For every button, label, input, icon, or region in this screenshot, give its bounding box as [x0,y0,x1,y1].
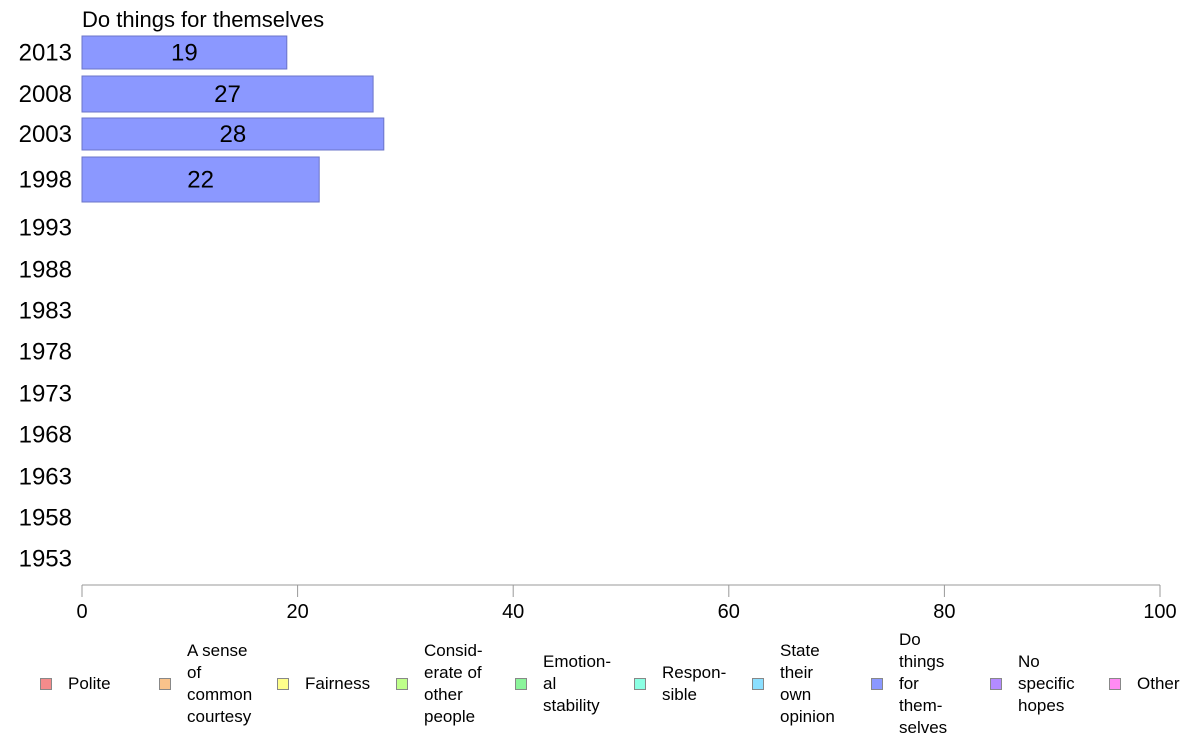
year-label: 1998 [19,167,72,194]
bar-value-label: 27 [214,81,241,108]
legend-swatch [396,678,408,690]
legend-label: No specific hopes [1018,652,1075,715]
x-tick-label: 40 [502,601,524,623]
legend-item: Respon- sible [634,632,726,736]
legend-label: State their own opinion [780,641,835,726]
x-tick-label: 100 [1143,601,1176,623]
bar-value-label: 22 [187,167,214,194]
year-label: 1963 [19,464,72,491]
legend-item: Emotion- al stability [515,632,611,736]
legend-item: Other [1109,632,1180,736]
legend-swatch [515,678,527,690]
legend-label: Emotion- al stability [543,652,612,715]
legend-label: Consid- erate of other people [424,641,483,726]
year-label: 1988 [19,257,72,284]
legend-item: State their own opinion [752,632,835,736]
year-label: 1958 [19,505,72,532]
year-label: 1953 [19,546,72,573]
legend-swatch [752,678,764,690]
legend-item: Do things for them- selves [871,630,948,737]
year-label: 1968 [19,422,72,449]
legend-swatch [871,678,883,690]
year-label: 2013 [19,40,72,67]
x-tick-label: 80 [933,601,955,623]
year-label: 1978 [19,339,72,366]
year-label: 2003 [19,121,72,148]
legend-label: Other [1137,674,1180,693]
chart-title: Do things for themselves [82,7,324,32]
x-tick-label: 20 [286,601,308,623]
legend-label: Do things for them- selves [899,630,948,737]
x-tick-label: 0 [76,601,87,623]
year-label: 1983 [19,298,72,325]
legend-swatch [1109,678,1121,690]
legend-swatch [277,678,289,690]
bar [81,156,320,203]
x-axis: 0 20 40 60 80 100 [76,584,1177,623]
year-label: 1973 [19,381,72,408]
year-axis: 2013 2008 2003 1998 1993 1988 1983 1978 1973 1968… [19,40,72,573]
bar [81,75,374,113]
legend-item: Fairness [277,632,370,736]
legend-swatch [159,678,171,690]
legend-item: Consid- erate of other people [396,632,483,736]
legend-swatch [990,678,1002,690]
bar [81,117,385,151]
legend-item: No specific hopes [990,632,1075,736]
legend-label: Polite [68,674,111,693]
legend-item: A sense of common courtesy [159,632,252,736]
legend: Polite A sense of common courtesy Fairness… [0,630,1188,737]
bar-value-label: 19 [171,40,198,67]
year-label: 1993 [19,215,72,242]
legend-swatch [40,678,52,690]
legend-swatch [634,678,646,690]
year-label: 2008 [19,81,72,108]
bar-value-label: 28 [220,121,247,148]
legend-item: Polite [40,632,111,736]
legend-label: Respon- sible [662,663,727,704]
legend-label: Fairness [305,674,371,693]
bar-chart: Do things for themselves 2013 2008 2003 199… [19,7,1177,623]
bar [81,35,288,70]
x-tick-label: 60 [718,601,740,623]
legend-label: A sense of common courtesy [187,641,253,726]
